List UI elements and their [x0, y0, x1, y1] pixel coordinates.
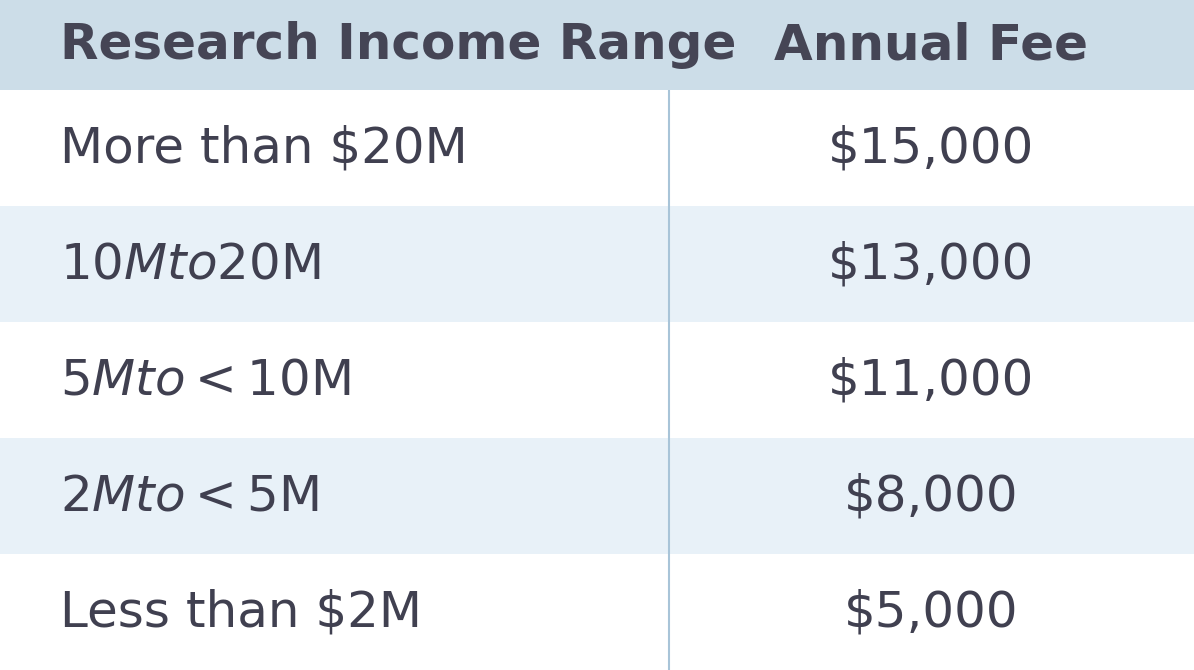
Text: Research Income Range: Research Income Range [60, 21, 736, 69]
Text: More than $20M: More than $20M [60, 125, 467, 172]
Text: $5,000: $5,000 [844, 588, 1018, 636]
Text: Less than $2M: Less than $2M [60, 588, 421, 636]
Text: $13,000: $13,000 [829, 241, 1034, 288]
Text: $8,000: $8,000 [844, 472, 1018, 520]
Bar [0, 554, 1194, 670]
Text: $15,000: $15,000 [829, 125, 1034, 172]
Bar [0, 438, 1194, 554]
Bar [0, 206, 1194, 322]
Bar [0, 0, 1194, 90]
Bar [0, 322, 1194, 438]
Text: $10M to $20M: $10M to $20M [60, 241, 320, 288]
Text: $5M to <$10M: $5M to <$10M [60, 356, 350, 404]
Bar [0, 90, 1194, 206]
Text: $2M to <$5M: $2M to <$5M [60, 472, 319, 520]
Text: Annual Fee: Annual Fee [775, 21, 1088, 69]
Text: $11,000: $11,000 [829, 356, 1034, 404]
